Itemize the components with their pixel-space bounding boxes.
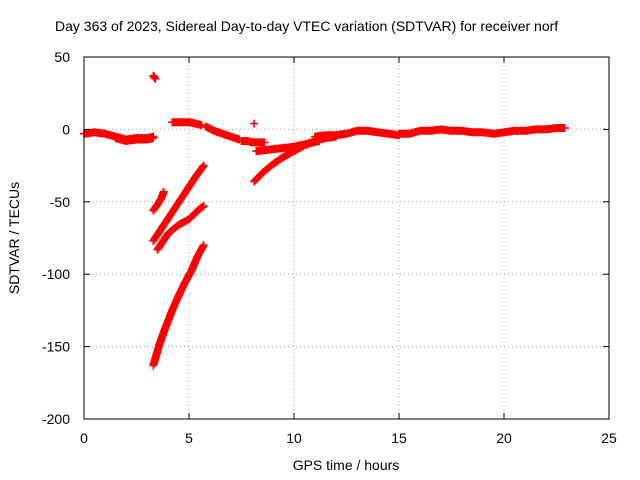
series-track-deep bbox=[149, 241, 208, 370]
x-tick-label: 10 bbox=[286, 430, 302, 446]
chart-title: Day 363 of 2023, Sidereal Day-to-day VTE… bbox=[55, 18, 558, 34]
y-tick-labels: -200 -150 -100 -50 0 50 bbox=[42, 49, 70, 427]
series-track-mid-b bbox=[153, 202, 208, 254]
series-track-plateau bbox=[168, 118, 206, 130]
series-markers bbox=[395, 125, 477, 138]
x-axis-label: GPS time / hours bbox=[293, 457, 400, 473]
series-track-afternoon bbox=[395, 125, 477, 138]
y-tick-label: -100 bbox=[42, 266, 70, 282]
x-tick-labels: 0 5 10 15 20 25 bbox=[80, 430, 617, 446]
x-tick-label: 20 bbox=[496, 430, 512, 446]
x-tick-label: 25 bbox=[601, 430, 617, 446]
y-tick-label: -200 bbox=[42, 411, 70, 427]
y-tick-label: -150 bbox=[42, 339, 70, 355]
series-markers bbox=[149, 241, 208, 370]
series-track-short-a bbox=[149, 187, 168, 215]
series-markers bbox=[468, 124, 569, 138]
data-series bbox=[80, 71, 569, 370]
series-point-small-spike bbox=[250, 119, 259, 128]
series-track-recovery-flat bbox=[252, 137, 324, 156]
series-track-midday bbox=[311, 126, 403, 141]
series-point-spike bbox=[149, 71, 160, 83]
x-tick-label: 0 bbox=[80, 430, 88, 446]
y-tick-label: 50 bbox=[54, 49, 70, 65]
series-markers bbox=[201, 122, 244, 144]
series-markers bbox=[237, 137, 269, 147]
series-markers bbox=[311, 126, 403, 141]
axis-ticks bbox=[83, 56, 610, 420]
x-tick-label: 15 bbox=[391, 430, 407, 446]
series-track-evening bbox=[468, 124, 569, 138]
y-tick-label: 0 bbox=[62, 121, 70, 137]
series-markers bbox=[149, 71, 160, 83]
series-markers bbox=[111, 134, 158, 145]
plot-frame bbox=[83, 56, 610, 420]
series-markers bbox=[149, 187, 168, 215]
x-tick-label: 5 bbox=[185, 430, 193, 446]
series-markers bbox=[153, 202, 208, 254]
series-markers bbox=[250, 119, 259, 128]
series-track-morning-decline bbox=[201, 122, 244, 144]
series-markers bbox=[149, 161, 208, 245]
grid-lines bbox=[84, 57, 609, 419]
series-track-flat-low bbox=[111, 134, 158, 145]
y-tick-label: -50 bbox=[50, 194, 70, 210]
series-track-mid-a bbox=[149, 161, 208, 245]
series-markers bbox=[252, 137, 324, 156]
series-markers bbox=[168, 118, 206, 130]
series-track-dip bbox=[237, 137, 269, 147]
y-axis-label: SDTVAR / TECUs bbox=[6, 182, 22, 294]
